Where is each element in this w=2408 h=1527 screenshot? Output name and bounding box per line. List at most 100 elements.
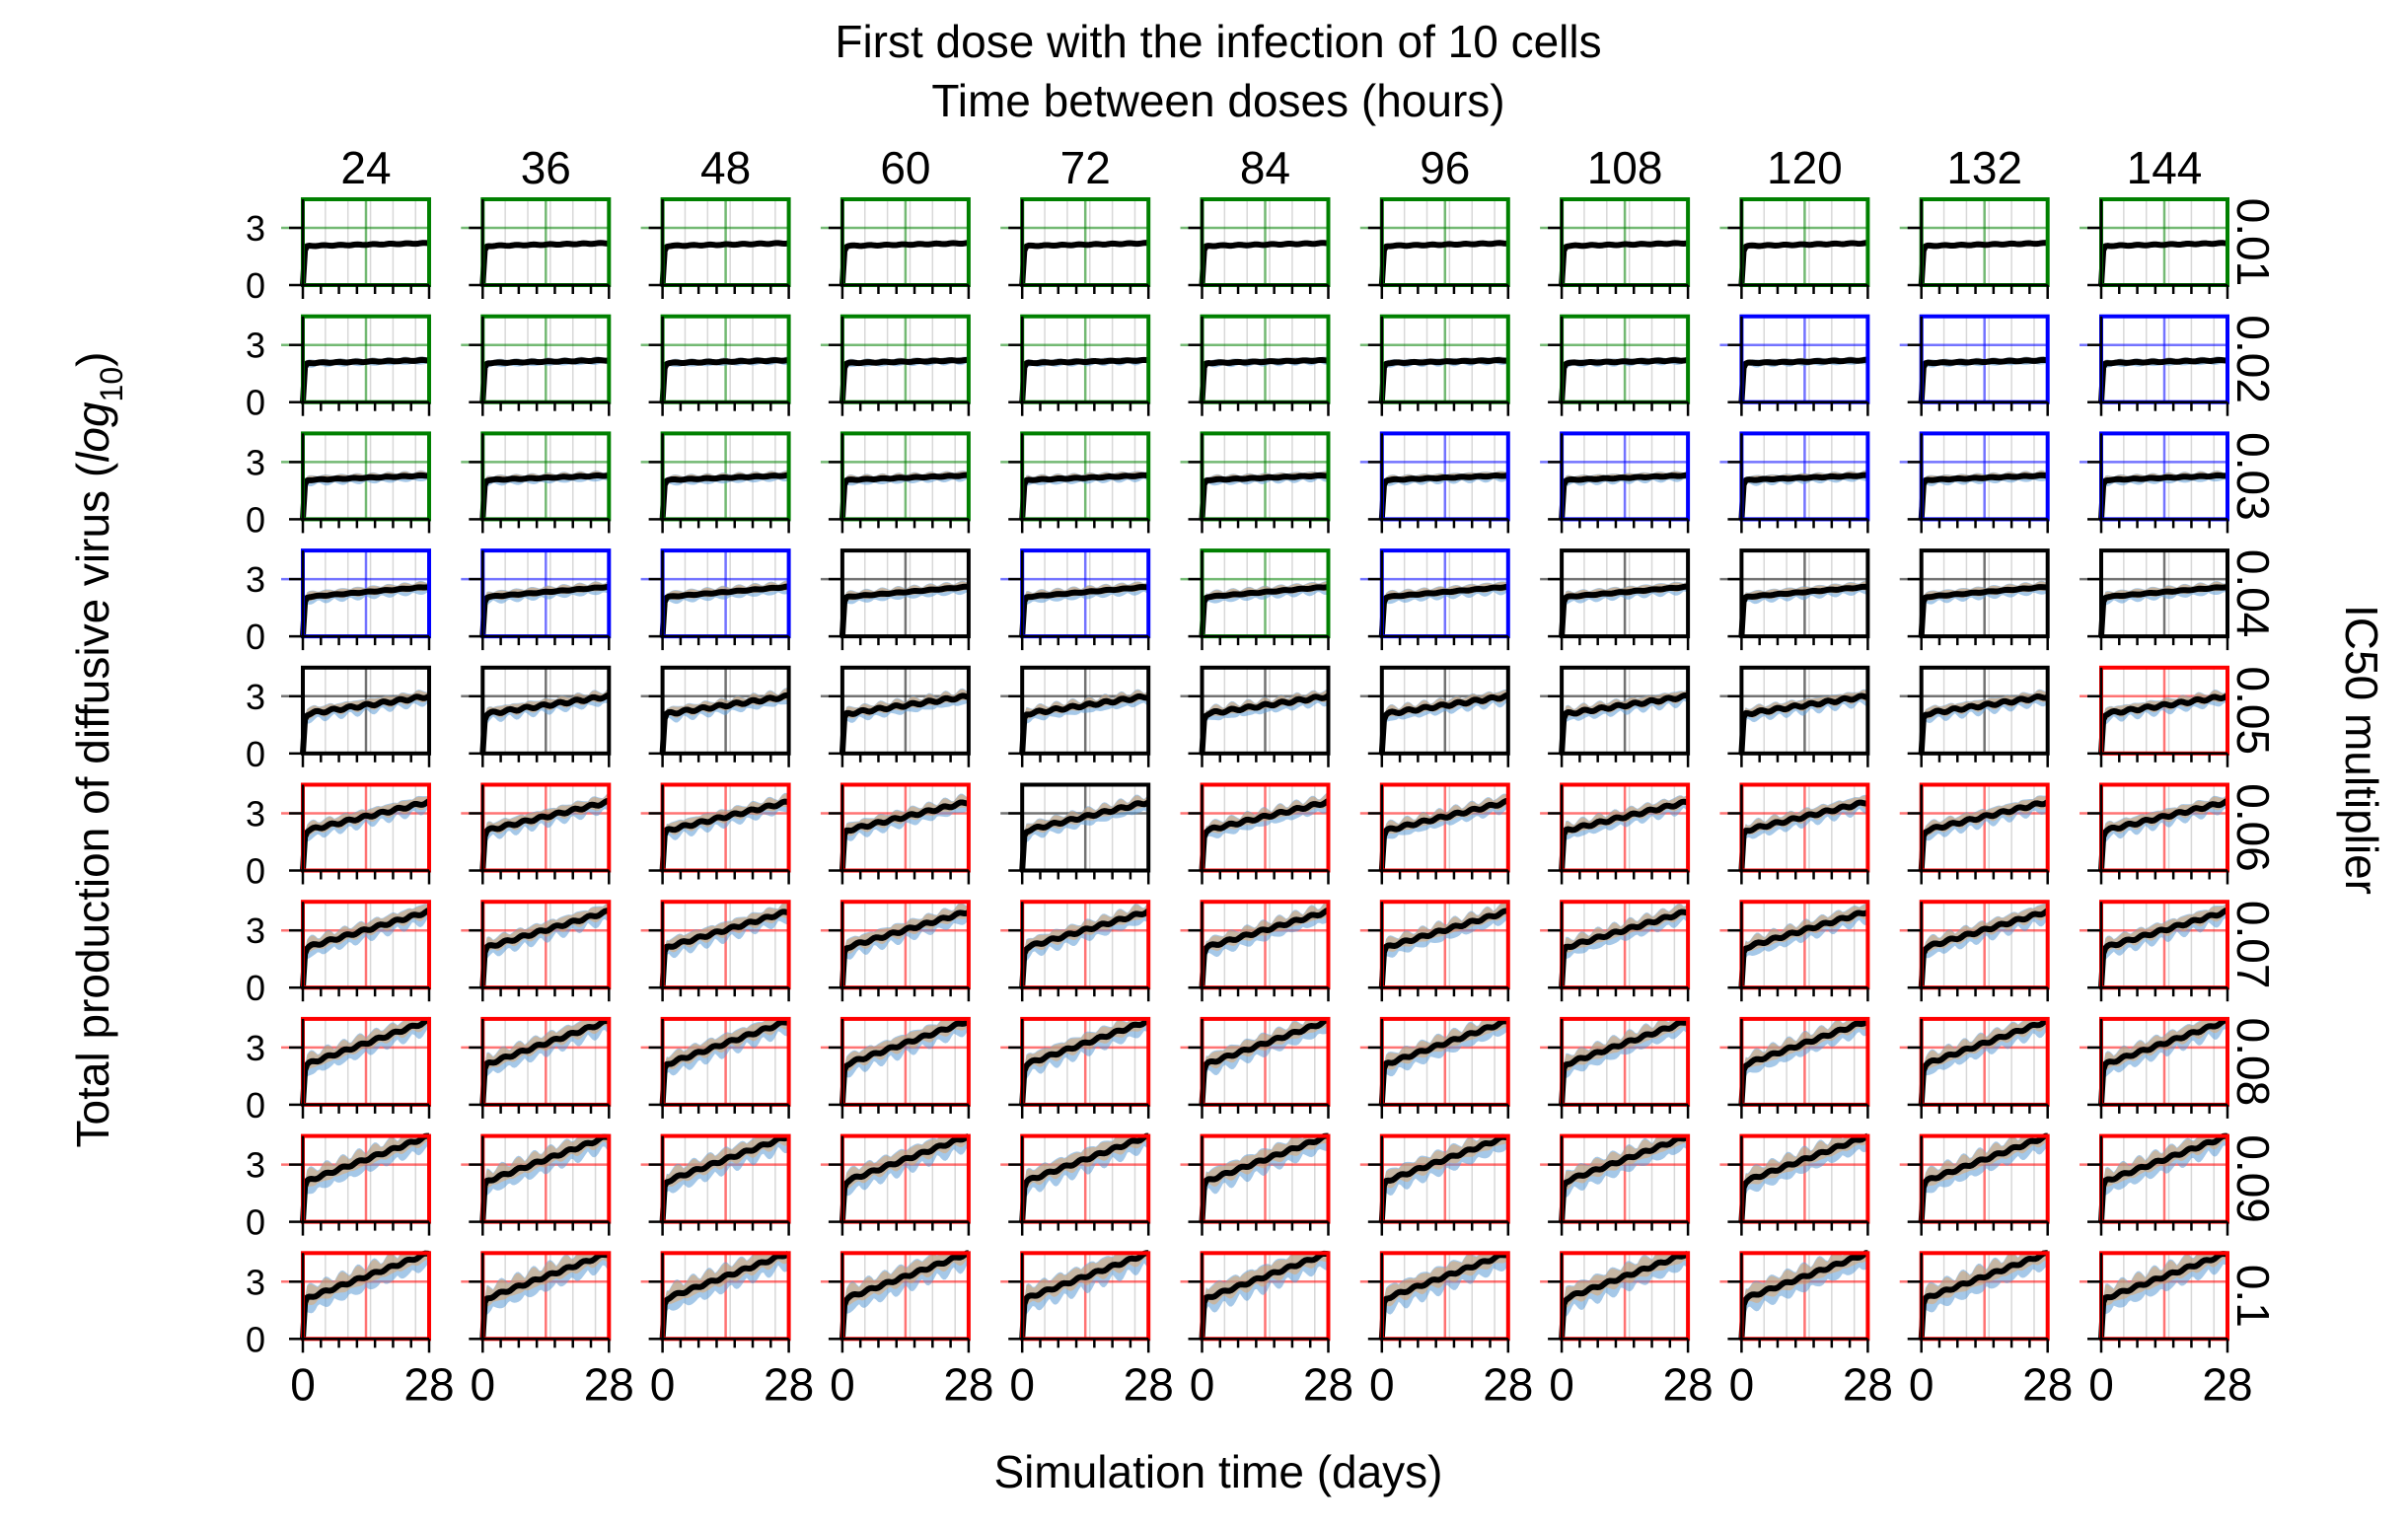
x-tick-label: 28 — [2202, 1358, 2252, 1410]
mean-line — [1738, 692, 1869, 754]
x-tick-label: 0 — [2088, 1358, 2114, 1410]
replicate-band — [2101, 470, 2227, 520]
mean-line — [839, 799, 970, 871]
y-tick-label: 0 — [246, 617, 265, 657]
replicate-band — [841, 1018, 969, 1105]
y-tick-label: 0 — [246, 1319, 265, 1359]
y-tick-label: 0 — [246, 383, 265, 423]
mean-line — [479, 240, 611, 286]
y-tick-label: 0 — [246, 1085, 265, 1126]
panel — [1359, 314, 1510, 416]
mean-line — [1199, 1250, 1330, 1340]
replicate-band — [303, 1253, 429, 1340]
panel — [461, 197, 612, 299]
mean-line — [1738, 1018, 1870, 1106]
replicate-band — [662, 1253, 789, 1340]
mean-line — [1378, 583, 1509, 637]
mean-line — [1559, 583, 1689, 637]
replicate-band — [1022, 902, 1149, 988]
panel — [1180, 782, 1331, 885]
replicate-band — [841, 1135, 969, 1222]
chart-title: First dose with the infection of 10 cell… — [835, 16, 1601, 67]
y-tick-label: 3 — [246, 677, 265, 717]
mean-line — [1559, 1133, 1690, 1222]
mean-line — [1738, 356, 1869, 402]
replicate-band — [1381, 1135, 1508, 1222]
panel — [1359, 431, 1510, 534]
replicate-band — [1562, 904, 1689, 988]
replicate-band — [1562, 1135, 1689, 1222]
panel — [2080, 548, 2229, 651]
panel — [461, 665, 612, 767]
y-tick-label: 3 — [246, 1028, 265, 1068]
panel — [1719, 314, 1870, 416]
replicate-band — [1202, 1018, 1329, 1105]
y-tick-label: 0 — [246, 1202, 265, 1243]
replicate-band — [1562, 1135, 1689, 1222]
mean-line — [1738, 240, 1869, 286]
panel — [640, 1251, 791, 1353]
panel — [281, 665, 431, 767]
panel — [820, 548, 971, 651]
panel — [1719, 1016, 1870, 1119]
replicate-band — [1562, 1253, 1689, 1340]
mean-line — [1918, 584, 2049, 637]
mean-line — [2098, 692, 2229, 754]
replicate-band — [303, 904, 429, 988]
panel — [820, 1016, 971, 1119]
replicate-band — [1562, 795, 1689, 871]
row-label: 0.05 — [2227, 667, 2279, 756]
panel — [640, 314, 791, 416]
panel — [1540, 1133, 1691, 1236]
mean-line — [839, 1250, 970, 1340]
column-label: 48 — [700, 142, 751, 193]
mean-line — [1199, 472, 1330, 520]
panel — [1540, 1250, 1691, 1353]
panel — [1719, 1132, 1870, 1236]
panel — [281, 900, 431, 1002]
panel — [1359, 1133, 1510, 1236]
mean-line — [1378, 908, 1509, 988]
column-label: 96 — [1420, 142, 1470, 193]
mean-line — [659, 909, 790, 988]
mean-line — [1019, 1250, 1150, 1340]
panel — [820, 782, 971, 885]
mean-line — [2098, 1017, 2228, 1106]
panel — [461, 431, 612, 534]
panel — [1180, 1132, 1331, 1236]
panel — [640, 665, 791, 767]
y-tick-label: 3 — [246, 208, 265, 249]
mean-line — [1559, 240, 1689, 286]
mean-line — [839, 909, 971, 988]
mean-line — [1559, 1019, 1690, 1106]
panel — [640, 782, 791, 885]
mean-line — [1559, 356, 1689, 402]
panel — [1000, 1250, 1151, 1353]
panel — [1359, 1016, 1510, 1119]
replicate-band — [2101, 1253, 2227, 1340]
replicate-band — [662, 1135, 789, 1222]
replicate-band — [1202, 792, 1329, 871]
panel — [1899, 1250, 2050, 1353]
replicate-band — [1562, 794, 1689, 871]
panel — [820, 900, 971, 1002]
mean-line — [1019, 1132, 1150, 1222]
replicate-band — [1741, 1135, 1868, 1222]
panel — [640, 431, 791, 534]
mean-line — [1559, 798, 1689, 871]
mean-line — [1199, 1132, 1330, 1222]
mean-line — [1019, 799, 1150, 871]
mean-line — [2098, 240, 2228, 286]
mean-line — [1738, 1132, 1869, 1222]
mean-line — [1199, 907, 1330, 988]
panel — [1899, 900, 2050, 1002]
mean-line — [1019, 240, 1150, 286]
x-tick-label: 28 — [1303, 1358, 1353, 1410]
mean-line — [659, 240, 790, 286]
panel — [1899, 782, 2050, 885]
replicate-band — [482, 688, 610, 754]
mean-line — [1559, 691, 1689, 754]
mean-line — [1378, 1251, 1509, 1340]
x-tick-label: 28 — [1843, 1358, 1893, 1410]
mean-line — [300, 240, 430, 286]
